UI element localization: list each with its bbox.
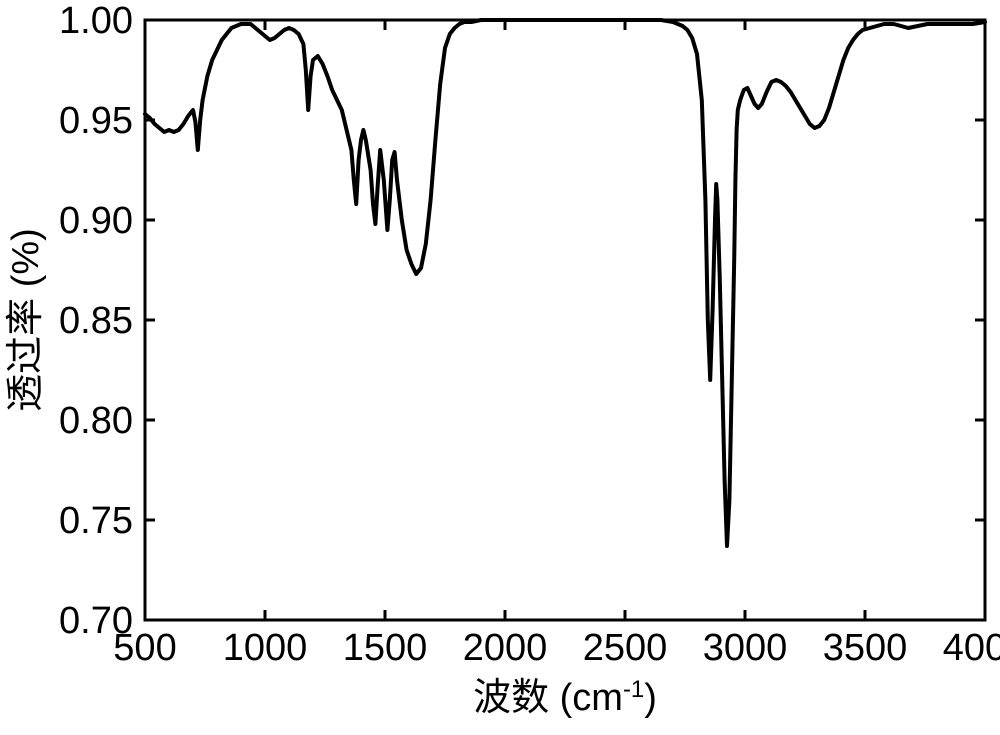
y-tick-label: 0.75 [59, 500, 133, 542]
x-tick-label: 3500 [823, 627, 908, 669]
x-tick-label: 1000 [223, 627, 308, 669]
y-tick-label: 0.85 [59, 300, 133, 342]
spectrum-line [145, 20, 985, 546]
y-tick-label: 0.80 [59, 400, 133, 442]
y-tick-label: 0.90 [59, 200, 133, 242]
y-tick-label: 1.00 [59, 0, 133, 42]
y-axis-label: 透过率 (%) [5, 228, 47, 412]
x-tick-label: 2500 [583, 627, 668, 669]
chart-svg: 50010001500200025003000350040000.700.750… [0, 0, 1000, 735]
x-tick-label: 2000 [463, 627, 548, 669]
y-tick-label: 0.95 [59, 100, 133, 142]
plot-frame [145, 20, 985, 620]
ftir-spectrum-chart: 50010001500200025003000350040000.700.750… [0, 0, 1000, 735]
x-tick-label: 4000 [943, 627, 1000, 669]
y-tick-label: 0.70 [59, 600, 133, 642]
x-axis-label: 波数 (cm-1) [473, 676, 657, 720]
x-tick-label: 3000 [703, 627, 788, 669]
x-tick-label: 1500 [343, 627, 428, 669]
